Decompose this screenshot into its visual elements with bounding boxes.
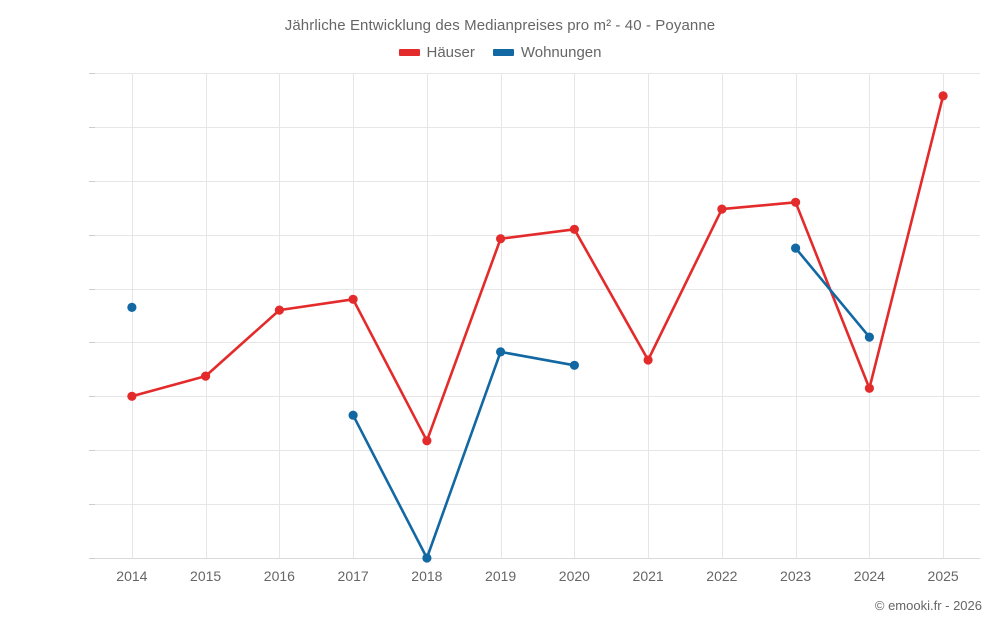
legend-swatch-hauser bbox=[398, 49, 420, 56]
gridline-vertical bbox=[131, 73, 133, 558]
gridline-horizontal bbox=[95, 126, 980, 128]
x-axis-tick-label: 2019 bbox=[485, 568, 517, 584]
y-axis-tick-mark bbox=[89, 288, 95, 290]
x-axis-tick-label: 2025 bbox=[927, 568, 959, 584]
y-axis-tick-mark bbox=[89, 558, 95, 559]
gridline-vertical bbox=[426, 73, 428, 558]
legend-label-hauser: Häuser bbox=[426, 44, 475, 61]
gridline-horizontal bbox=[95, 450, 980, 452]
legend-swatch-wohnungen bbox=[492, 49, 514, 56]
gridline-horizontal bbox=[95, 396, 980, 398]
x-axis-tick-label: 2020 bbox=[558, 568, 590, 584]
gridline-vertical bbox=[943, 73, 945, 558]
y-axis-tick-mark bbox=[89, 504, 95, 506]
gridline-vertical bbox=[205, 73, 207, 558]
gridline-vertical bbox=[500, 73, 502, 558]
gridline-horizontal bbox=[95, 504, 980, 506]
plot-area bbox=[95, 73, 980, 559]
y-axis-tick-mark bbox=[89, 73, 95, 74]
x-axis-line bbox=[95, 558, 980, 559]
gridline-vertical bbox=[279, 73, 281, 558]
gridline-vertical bbox=[721, 73, 723, 558]
chart-legend: Häuser Wohnungen bbox=[0, 44, 1000, 61]
y-axis-tick-mark bbox=[89, 234, 95, 236]
y-axis-tick-mark bbox=[89, 180, 95, 182]
x-axis-tick-label: 2014 bbox=[116, 568, 148, 584]
y-axis-tick-mark bbox=[89, 126, 95, 128]
x-axis-tick-label: 2018 bbox=[411, 568, 443, 584]
y-axis-tick-mark bbox=[89, 450, 95, 452]
x-axis-tick-label: 2015 bbox=[190, 568, 222, 584]
footer-credit: © emooki.fr - 2026 bbox=[874, 598, 982, 613]
x-axis-tick-label: 2017 bbox=[337, 568, 369, 584]
gridline-horizontal bbox=[95, 180, 980, 182]
gridline-horizontal bbox=[95, 342, 980, 344]
legend-label-wohnungen: Wohnungen bbox=[520, 44, 602, 61]
gridline-vertical bbox=[795, 73, 797, 558]
x-axis-tick-label: 2023 bbox=[780, 568, 812, 584]
x-axis-tick-label: 2024 bbox=[853, 568, 885, 584]
gridline-vertical bbox=[574, 73, 576, 558]
y-axis-tick-mark bbox=[89, 396, 95, 398]
legend-item-hauser[interactable]: Häuser bbox=[398, 44, 475, 61]
gridline-horizontal bbox=[95, 234, 980, 236]
gridline-vertical bbox=[353, 73, 355, 558]
gridline-horizontal bbox=[95, 73, 980, 74]
x-axis-tick-label: 2016 bbox=[263, 568, 295, 584]
y-axis-tick-mark bbox=[89, 342, 95, 344]
gridline-vertical bbox=[869, 73, 871, 558]
legend-item-wohnungen[interactable]: Wohnungen bbox=[492, 44, 602, 61]
gridline-vertical bbox=[648, 73, 650, 558]
x-axis-tick-label: 2021 bbox=[632, 568, 664, 584]
chart-title: Jährliche Entwicklung des Medianpreises … bbox=[284, 17, 716, 34]
gridline-horizontal bbox=[95, 288, 980, 290]
x-axis-tick-label: 2022 bbox=[706, 568, 738, 584]
